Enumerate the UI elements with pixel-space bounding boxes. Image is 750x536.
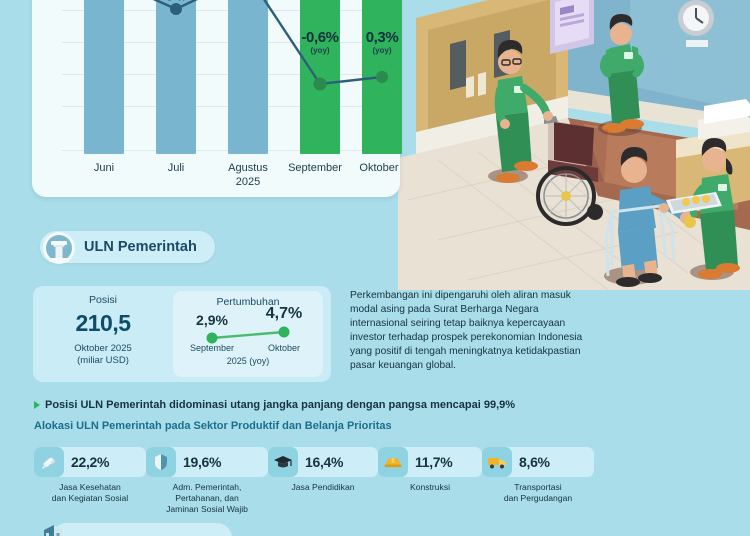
pertumbuhan-label: Pertumbuhan <box>216 296 280 308</box>
posisi-block: Posisi 210,5 Oktober 2025 (miliar USD) <box>41 294 165 367</box>
uln-stats-panel: Posisi 210,5 Oktober 2025 (miliar USD) P… <box>33 286 331 382</box>
gridline <box>62 10 386 11</box>
sector-item-pendidikan: 16,4% Jasa Pendidikan <box>268 447 378 516</box>
posisi-label: Posisi <box>88 294 117 306</box>
pertumbuhan-block: Pertumbuhan 2,9% 4,7% September Oktober … <box>173 291 323 377</box>
x-label-juni: Juni <box>93 162 115 174</box>
uln-pemerintah-badge-label: ULN Pemerintah <box>84 239 197 255</box>
sector-label-konstruksi: Konstruksi <box>409 482 451 492</box>
pct-label-september: -0,6% (yoy) <box>301 29 339 55</box>
posisi-unit: (miliar USD) <box>77 354 129 366</box>
sector-label-kesehatan: Jasa Kesehatan dan Kegiatan Sosial <box>51 482 129 504</box>
sector-pct-transportasi: 8,6% <box>519 454 550 470</box>
x-label-oktober: Oktober <box>359 162 399 174</box>
chart-x-axis: Juni Juli Agustus September Oktober 2025 <box>32 154 400 197</box>
sector-label-transportasi: Transportasi dan Pergudangan <box>503 482 573 504</box>
x-label-juli: Juli <box>167 162 185 174</box>
gridline <box>62 74 386 75</box>
bullet-long-term-debt: Posisi ULN Pemerintah didominasi utang j… <box>34 399 515 411</box>
bar-agustus <box>228 0 268 154</box>
graduation-cap-icon <box>268 447 298 477</box>
sector-item-adm-pemerintah: 19,6% Adm. Pemerintah, Pertahanan, dan J… <box>146 447 268 516</box>
office-building-icon <box>36 516 72 536</box>
pct-label-oktober: 0,3% (yoy) <box>365 29 399 55</box>
bar-juli <box>156 0 196 154</box>
bar-juni <box>84 0 124 154</box>
shield-icon <box>146 447 176 477</box>
triangle-bullet-icon <box>34 401 40 409</box>
bar-september <box>300 0 340 154</box>
sector-pct-adm-pemerintah: 19,6% <box>183 454 222 470</box>
description-paragraph: Perkembangan ini dipengaruhi oleh aliran… <box>350 290 583 372</box>
government-pillar-icon <box>40 229 78 267</box>
chart-plot-area: 432,5 miliar USD 431,9 miliar USD 432,7 … <box>32 0 402 154</box>
gridline <box>62 106 386 107</box>
pct-label-juli: 4,2% (yoy) <box>136 0 216 1</box>
sector-item-konstruksi: 11,7% Konstruksi <box>378 447 482 516</box>
sector-pct-konstruksi: 11,7% <box>415 454 453 470</box>
pertumbuhan-curr-label: Oktober <box>267 343 300 353</box>
sector-pct-pendidikan: 16,4% <box>305 454 344 470</box>
x-label-agustus: Agustus <box>228 162 268 174</box>
gridline <box>62 150 386 151</box>
x-axis-year-note: 2025 <box>235 176 261 188</box>
pertumbuhan-year-note: 2025 (yoy) <box>226 356 270 366</box>
hospital-illustration <box>398 0 750 290</box>
pertumbuhan-mini-line <box>206 326 290 344</box>
sector-label-adm-pemerintah: Adm. Pemerintah, Pertahanan, dan Jaminan… <box>166 482 248 515</box>
uln-chart-card: 432,5 miliar USD 431,9 miliar USD 432,7 … <box>32 0 402 197</box>
pertumbuhan-prev-label: September <box>189 343 235 353</box>
posisi-period: Oktober 2025 <box>74 343 132 354</box>
sector-item-transportasi: 8,6% Transportasi dan Pergudangan <box>482 447 594 516</box>
sector-pct-kesehatan: 22,2% <box>71 454 110 470</box>
pertumbuhan-prev-value: 2,9% <box>196 312 228 328</box>
pertumbuhan-curr-value: 4,7% <box>265 305 303 322</box>
bullet-long-term-debt-text: Posisi ULN Pemerintah didominasi utang j… <box>45 399 516 411</box>
sector-allocation-list: 22,2% Jasa Kesehatan dan Kegiatan Sosial… <box>34 447 594 516</box>
posisi-value: 210,5 <box>75 310 131 336</box>
gridline <box>62 42 386 43</box>
truck-icon <box>482 447 512 477</box>
next-section-badge <box>52 523 232 536</box>
x-label-september: September <box>288 162 342 174</box>
sector-label-pendidikan: Jasa Pendidikan <box>291 482 355 492</box>
hard-hat-icon <box>378 447 408 477</box>
growth-line-series <box>152 0 388 91</box>
sector-allocation-subheading: Alokasi ULN Pemerintah pada Sektor Produ… <box>34 420 392 432</box>
syringe-icon <box>34 447 64 477</box>
sector-item-kesehatan: 22,2% Jasa Kesehatan dan Kegiatan Sosial <box>34 447 146 516</box>
